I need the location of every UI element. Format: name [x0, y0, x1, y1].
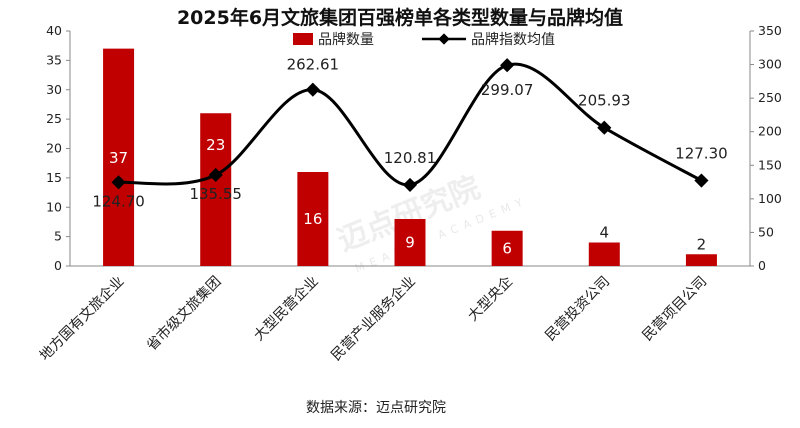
- category-label: 民营投资公司: [542, 274, 613, 345]
- line-marker: [208, 167, 223, 183]
- category-label: 民营产业服务企业: [328, 273, 419, 364]
- bar-value-label: 23: [206, 136, 225, 154]
- category-label: 大型央企: [464, 273, 516, 325]
- line-markers: [111, 58, 709, 192]
- bar-value-label: 6: [502, 239, 512, 257]
- bar-value-label: 37: [109, 149, 128, 167]
- line-value-label: 135.55: [189, 185, 242, 203]
- category-label: 大型民营企业: [250, 273, 321, 344]
- bar: [297, 172, 329, 266]
- line-marker: [305, 82, 320, 97]
- left-tick-label: 35: [46, 52, 62, 67]
- right-axis-ticks: 0 50 100 150 200 250 300 350: [750, 23, 782, 273]
- legend: 品牌数量 品牌指数均值: [293, 31, 555, 48]
- bar: [394, 219, 426, 266]
- line-marker: [500, 58, 515, 73]
- legend-line-label: 品牌指数均值: [471, 31, 555, 48]
- line-marker: [402, 177, 418, 192]
- left-tick-label: 5: [54, 229, 62, 244]
- legend-bar-label: 品牌数量: [318, 31, 374, 48]
- legend-bar-swatch: [293, 33, 313, 45]
- category-labels: 地方国有文旅企业 省市级文旅集团 大型民营企业 民营产业服务企业 大型央企 民营投资公司民…: [36, 273, 710, 364]
- line-value-label: 299.07: [481, 81, 534, 99]
- right-tick-label: 50: [758, 224, 774, 239]
- category-label: 民营项目公司: [640, 274, 711, 345]
- left-tick-label: 30: [46, 82, 62, 97]
- line-marker: [597, 120, 612, 135]
- chart-title: 2025年6月文旅集团百强榜单各类型数量与品牌均值: [177, 6, 623, 29]
- left-tick-label: 10: [46, 199, 62, 214]
- left-axis-ticks: 0 5 10 15 20 25 30 35 40: [46, 23, 70, 273]
- bar-value-label: 4: [600, 224, 610, 242]
- line-value-label: 205.93: [578, 92, 631, 110]
- line-value-label: 124.70: [92, 192, 145, 210]
- right-tick-label: 200: [758, 124, 782, 139]
- bar: [588, 242, 620, 266]
- legend-line-marker: [438, 33, 450, 45]
- right-tick-label: 0: [758, 258, 766, 273]
- left-tick-label: 20: [46, 141, 62, 156]
- right-tick-label: 100: [758, 191, 782, 206]
- bar-series: [103, 48, 717, 266]
- bar: [685, 254, 717, 266]
- left-tick-label: 0: [54, 258, 62, 273]
- right-tick-label: 300: [758, 57, 782, 72]
- line-value-label: 120.81: [384, 149, 437, 167]
- line-labels: 124.70 135.55 262.61 120.81 299.07 205.93 127.…: [92, 56, 727, 211]
- left-tick-label: 15: [46, 170, 62, 185]
- bar-labels: 37 23 16 9 6 4 2: [109, 136, 706, 257]
- bar-value-label: 16: [303, 210, 322, 228]
- bar-value-label: 9: [405, 234, 415, 252]
- line-value-label: 262.61: [287, 56, 340, 74]
- line-value-label: 127.30: [675, 145, 728, 163]
- category-label: 省市级文旅集团: [143, 273, 224, 354]
- right-tick-label: 350: [758, 23, 782, 38]
- left-tick-label: 25: [46, 111, 62, 126]
- left-tick-label: 40: [46, 23, 62, 38]
- bar: [103, 48, 135, 266]
- bar-value-label: 2: [697, 235, 707, 253]
- bar: [491, 230, 523, 266]
- line-marker: [694, 173, 709, 188]
- source-note: 数据来源：迈点研究院: [306, 400, 446, 416]
- right-tick-label: 150: [758, 157, 782, 172]
- bar: [200, 113, 232, 266]
- category-label: 地方国有文旅企业: [36, 273, 127, 364]
- right-tick-label: 250: [758, 90, 782, 105]
